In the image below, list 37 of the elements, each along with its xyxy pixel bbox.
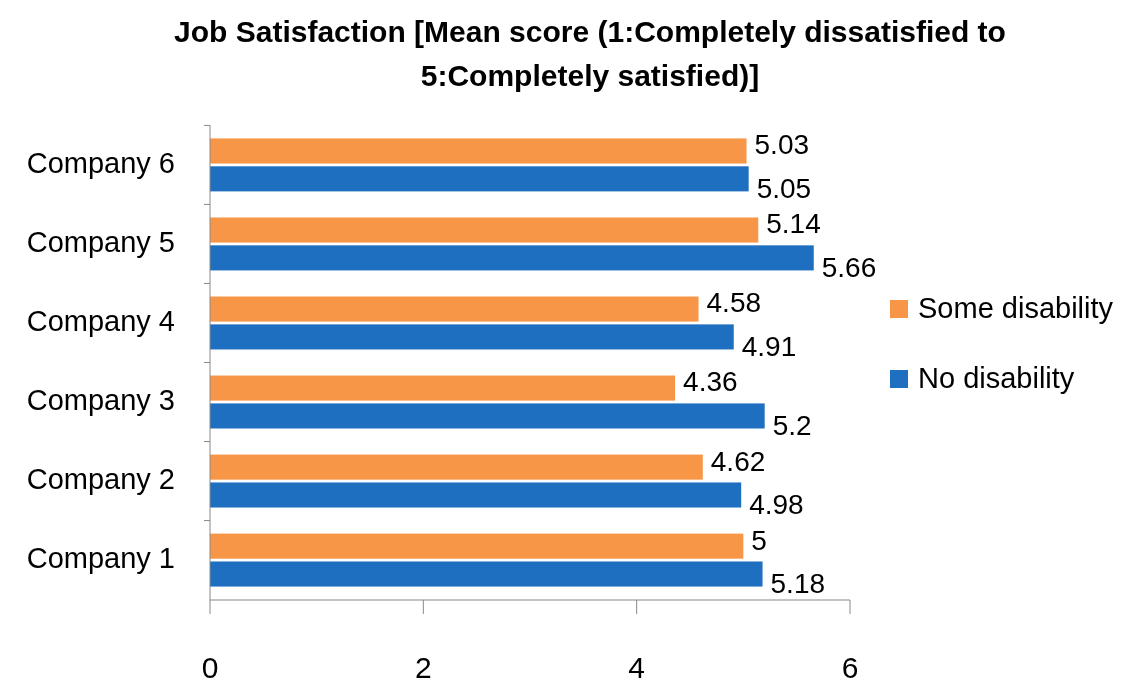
bar — [210, 296, 699, 322]
legend-label: Some disability — [918, 291, 1114, 324]
data-label: 5.05 — [756, 173, 812, 205]
y-tick-label: Company 3 — [26, 383, 175, 416]
y-tick-label: Company 1 — [26, 541, 175, 574]
bar — [210, 533, 744, 559]
data-label: 5.2 — [772, 410, 812, 442]
data-label: 5.03 — [754, 129, 810, 161]
bar — [210, 403, 765, 429]
bar — [210, 245, 814, 271]
data-label: 4.36 — [683, 366, 738, 398]
data-label: 5 — [751, 524, 767, 556]
data-label: 5.18 — [770, 568, 826, 600]
data-label: 4.91 — [741, 331, 797, 363]
data-label: 5.14 — [766, 208, 821, 240]
bar — [210, 217, 759, 243]
data-label: 4.98 — [749, 489, 804, 521]
bar — [210, 482, 742, 508]
x-tick-label: 6 — [841, 650, 859, 684]
bar — [210, 454, 703, 480]
bar — [210, 375, 676, 401]
data-label: 4.62 — [710, 445, 766, 477]
y-tick-label: Company 2 — [26, 462, 175, 495]
bar — [210, 166, 749, 192]
data-label: 5.66 — [821, 252, 877, 284]
bar — [210, 324, 734, 350]
x-tick-label: 0 — [201, 650, 219, 684]
x-tick-label: 2 — [414, 650, 432, 684]
y-tick-label: Company 4 — [26, 304, 175, 337]
bar — [210, 138, 747, 164]
x-tick-label: 4 — [628, 650, 646, 684]
legend-label: No disability — [918, 361, 1075, 394]
bar — [210, 561, 763, 587]
data-label: 4.58 — [706, 287, 762, 319]
y-tick-label: Company 5 — [26, 225, 175, 258]
y-tick-label: Company 6 — [26, 146, 175, 179]
chart-title: Job Satisfaction [Mean score (1:Completely dissatisfied to 5:Completely satisfied)] — [174, 15, 1006, 92]
